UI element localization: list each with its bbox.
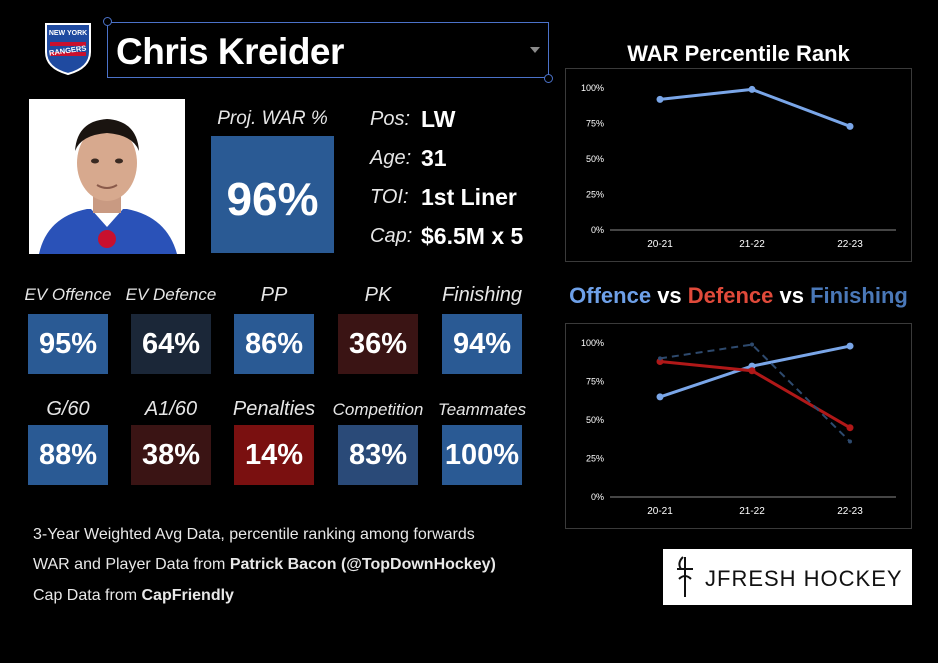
ovd-chart-series-point: [658, 356, 662, 361]
ovd-chart-series-point: [846, 342, 854, 350]
age-label: Age:: [370, 147, 412, 169]
ovd-chart-series-point: [656, 393, 664, 401]
war-chart-series-line: [659, 87, 851, 128]
ovd-chart-series-point: [848, 439, 852, 444]
age-value: 31: [421, 145, 447, 171]
war-chart-x-tick: 22-23: [837, 239, 863, 250]
ovd-chart-series-point: [846, 424, 854, 432]
tile-ev-offence: 95%: [28, 314, 108, 374]
ovd-chart-y-tick: 50%: [586, 415, 604, 425]
ovd-chart-x-tick: 20-21: [647, 506, 673, 517]
title-part-vs-1: vs: [651, 283, 688, 308]
tile-label-ev-offence: EV Offence: [24, 285, 112, 304]
footer-line-3: Cap Data from CapFriendly: [33, 587, 234, 605]
tile-label-a160: A1/60: [144, 398, 198, 420]
tile-label-competition: Competition: [332, 400, 424, 419]
tile-ev-defence: 64%: [131, 314, 211, 374]
tile-label-ev-defence: EV Defence: [125, 285, 217, 304]
footer-line-3-source: CapFriendly: [141, 587, 234, 604]
proj-war-label: Proj. WAR %: [217, 108, 328, 129]
chart-panel-war: 0% 25% 50% 75% 100% 20-21 21-22 22-23: [565, 68, 912, 262]
tile-label-finishing: Finishing: [441, 284, 523, 306]
ovd-chart-series-point: [750, 342, 754, 347]
tile-penalties: 14%: [234, 425, 314, 485]
footer-line-2-prefix: WAR and Player Data from: [33, 556, 230, 573]
chart-title-war: WAR Percentile Rank: [627, 41, 850, 66]
war-chart-series-point: [748, 85, 756, 93]
chevron-down-icon[interactable]: [530, 47, 540, 53]
title-part-finishing: Finishing: [810, 283, 908, 308]
ovd-chart-series-point: [656, 357, 664, 365]
resize-handle-bottom-right[interactable]: [544, 74, 553, 83]
ovd-chart-x-tick: 22-23: [837, 506, 863, 517]
player-photo: [29, 99, 185, 254]
ovd-chart-series-line: [659, 343, 851, 443]
footer-line-2: WAR and Player Data from Patrick Bacon (…: [33, 556, 496, 574]
brand-logo-icon: [677, 556, 693, 597]
tile-competition: 83%: [338, 425, 418, 485]
war-chart-y-tick: 50%: [586, 154, 604, 164]
war-chart-x-tick: 20-21: [647, 239, 673, 250]
player-name: Chris Kreider: [116, 31, 344, 72]
war-chart-y-tick: 0%: [591, 225, 604, 235]
war-chart-x-tick: 21-22: [739, 239, 765, 250]
ovd-chart-series-point: [748, 367, 756, 375]
tile-label-g60: G/60: [46, 398, 90, 420]
ovd-chart-y-tick: 100%: [581, 338, 604, 348]
proj-war-tile: 96%: [211, 136, 334, 253]
brand-text: JFRESH HOCKEY: [705, 566, 903, 591]
tile-label-pp: PP: [260, 284, 288, 306]
war-percentile-chart: 0% 25% 50% 75% 100% 20-21 21-22 22-23: [581, 83, 896, 250]
chart-title-ovd: Offence vs Defence vs Finishing: [565, 283, 912, 309]
tile-pp: 86%: [234, 314, 314, 374]
brand-badge: JFRESH HOCKEY: [663, 549, 912, 605]
tile-finishing: 94%: [442, 314, 522, 374]
resize-handle-top-left[interactable]: [103, 17, 112, 26]
offence-defence-finishing-chart: 0% 25% 50% 75% 100% 20-21 21-22 22-23: [581, 338, 896, 517]
player-select[interactable]: Chris Kreider: [107, 22, 549, 78]
cap-label: Cap:: [370, 225, 413, 247]
ovd-chart-x-tick: 21-22: [739, 506, 765, 517]
toi-value: 1st Liner: [421, 184, 517, 210]
tile-label-teammates: Teammates: [437, 400, 527, 419]
footer-line-2-source: Patrick Bacon (@TopDownHockey): [229, 556, 496, 573]
war-chart-series-point: [846, 122, 854, 130]
title-part-defence: Defence: [687, 283, 774, 308]
tile-label-penalties: Penalties: [232, 398, 316, 420]
title-part-offence: Offence: [569, 283, 652, 308]
team-logo: NEW YORK RANGERS: [45, 23, 91, 76]
war-chart-y-tick: 100%: [581, 83, 604, 93]
logo-text-top: NEW YORK: [49, 30, 87, 37]
tile-label-pk: PK: [364, 284, 392, 306]
war-chart-y-tick: 25%: [586, 190, 604, 200]
footer-line-3-prefix: Cap Data from: [33, 587, 142, 604]
footer-line-1: 3-Year Weighted Avg Data, percentile ran…: [33, 526, 475, 543]
cap-value: $6.5M x 5: [421, 223, 524, 249]
tile-teammates: 100%: [442, 425, 522, 485]
tile-g60: 88%: [28, 425, 108, 485]
ovd-chart-y-tick: 25%: [586, 454, 604, 464]
pos-label: Pos:: [370, 108, 411, 130]
title-part-vs-2: vs: [773, 283, 811, 308]
tile-a160: 38%: [131, 425, 211, 485]
chart-panel-ovd: 0% 25% 50% 75% 100% 20-21 21-22 22-23: [565, 323, 912, 529]
war-chart-series-point: [656, 95, 664, 103]
war-chart-y-tick: 75%: [586, 119, 604, 129]
tile-pk: 36%: [338, 314, 418, 374]
ovd-chart-y-tick: 75%: [586, 377, 604, 387]
ovd-chart-y-tick: 0%: [591, 492, 604, 502]
toi-label: TOI:: [370, 186, 409, 208]
proj-war-value: 96%: [226, 173, 319, 225]
pos-value: LW: [421, 106, 456, 132]
